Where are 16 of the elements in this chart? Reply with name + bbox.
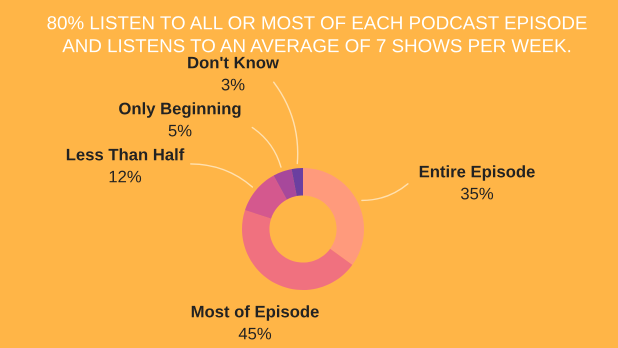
data-label: 3% <box>222 78 244 90</box>
slice-label: Only Beginning <box>119 102 240 118</box>
slice-label: Less Than Half <box>66 148 184 160</box>
donut-slice <box>303 168 364 265</box>
donut-slice <box>242 210 352 290</box>
data-label: 12% <box>110 170 142 182</box>
slice-label: Don't Know <box>188 56 279 68</box>
data-label: 5% <box>168 124 192 136</box>
data-label: 45% <box>238 328 272 340</box>
chart-title: 80% LISTEN TO ALL OR MOST OF EACH PODCAST EPISODE AND LISTENS TO AN AVERAGE OF 7 SHOWS PER WEEK. <box>47 16 587 52</box>
slice-label: Most of Episode <box>192 305 319 321</box>
slice-label: Entire Episode <box>420 165 535 181</box>
donut-slice <box>292 168 303 196</box>
donut-slice <box>274 169 297 200</box>
data-label: 35% <box>460 188 494 200</box>
donut-slice <box>244 176 287 219</box>
